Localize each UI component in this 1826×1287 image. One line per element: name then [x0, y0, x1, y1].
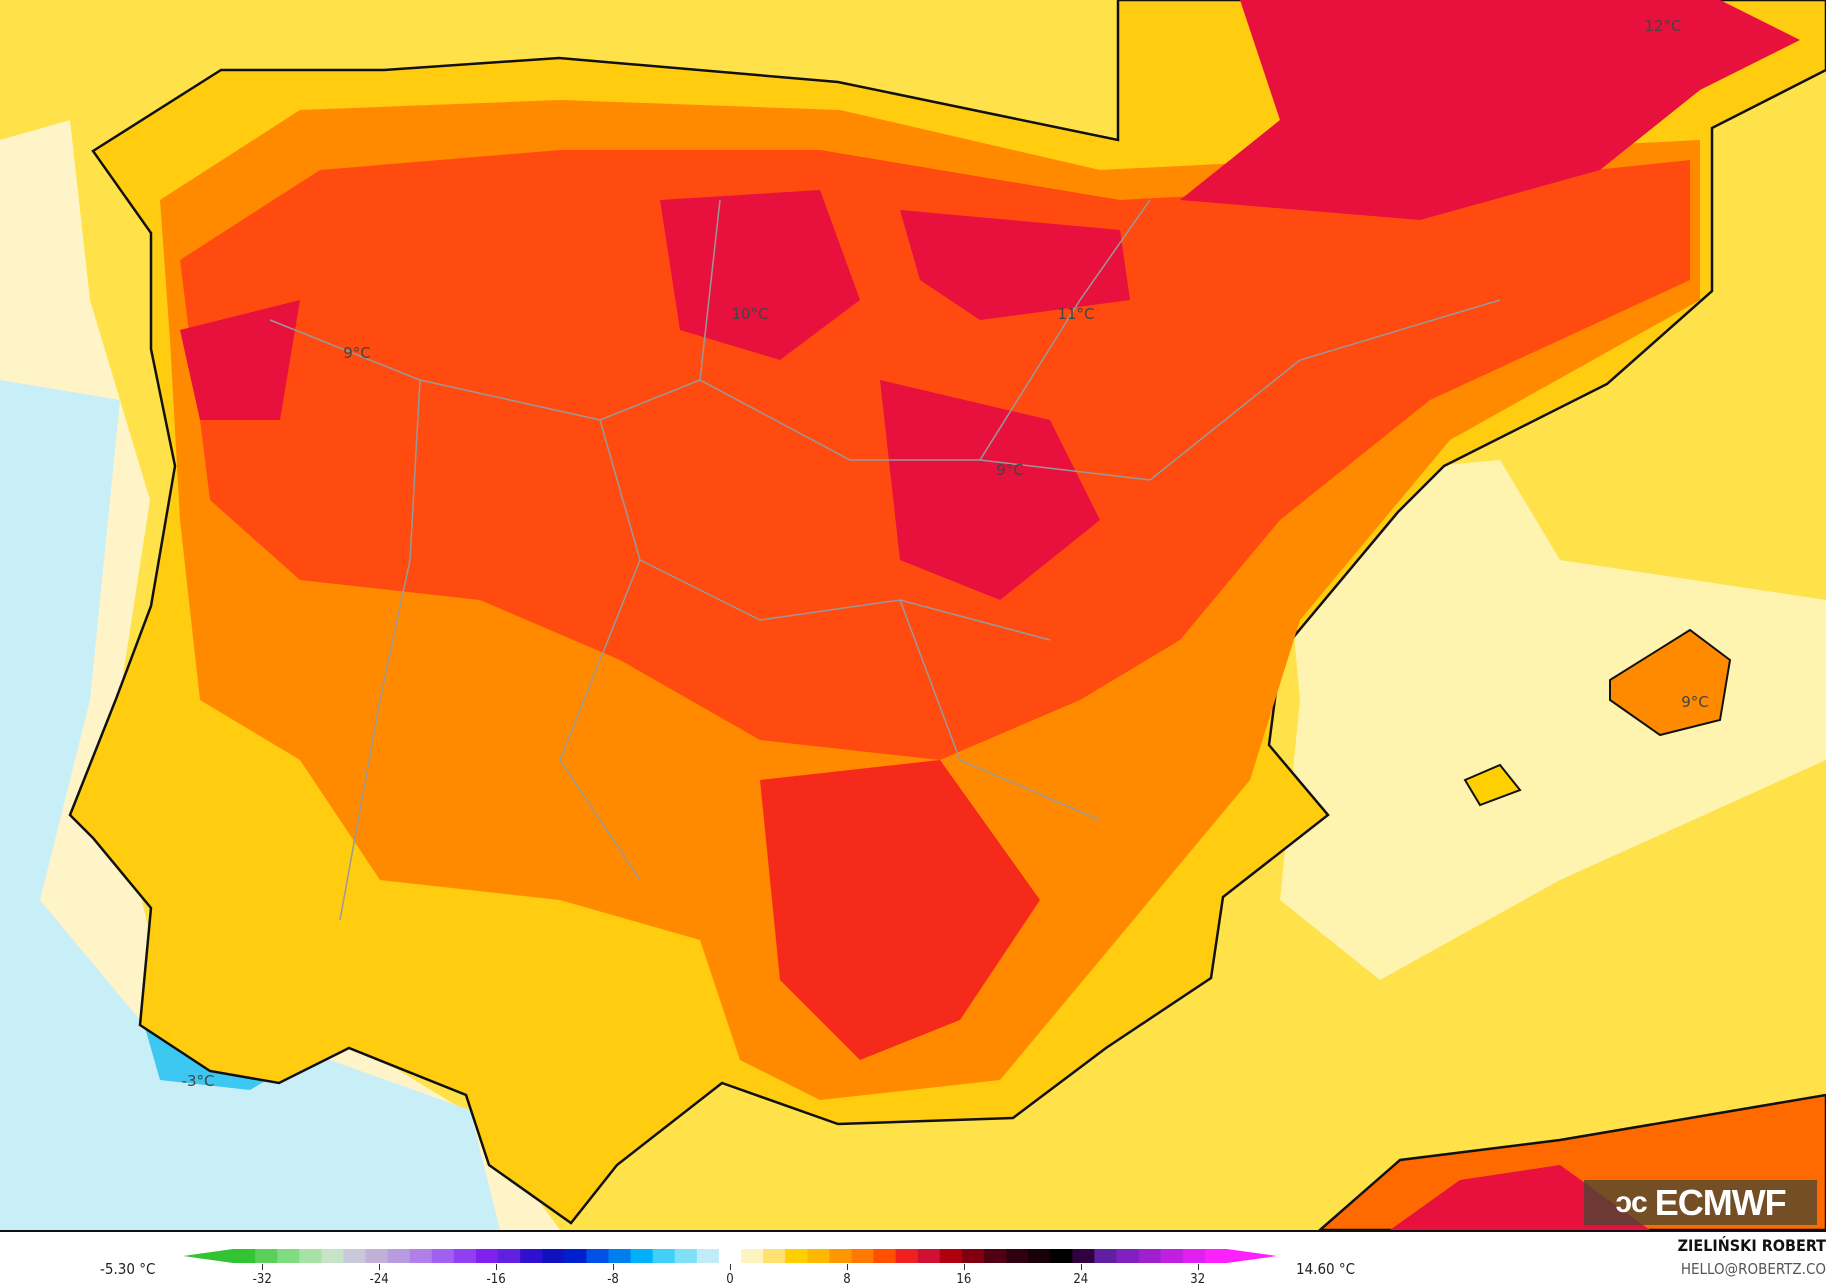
- colorbar-swatch: [807, 1249, 830, 1263]
- mediterranean-pale-area: [1280, 460, 1826, 980]
- colorbar-tick-label: 32: [1190, 1272, 1206, 1287]
- colorbar-swatch: [321, 1249, 344, 1263]
- colorbar-swatch: [1006, 1249, 1029, 1263]
- map-temp-label: 10°C: [731, 305, 769, 323]
- south-red-area: [760, 760, 1040, 1060]
- colorbar-tick: [730, 1264, 731, 1270]
- colorbar-swatch: [1072, 1249, 1095, 1263]
- colorbar-swatch: [741, 1249, 764, 1263]
- colorbar-swatch: [763, 1249, 786, 1263]
- ecmwf-logo: ↄc ECMWF: [1584, 1180, 1817, 1225]
- colorbar-swatch: [1028, 1249, 1051, 1263]
- colorbar-swatch: [409, 1249, 433, 1263]
- colorbar-swatch: [851, 1249, 875, 1263]
- colorbar-swatch: [453, 1249, 477, 1263]
- colorbar-swatch: [365, 1249, 389, 1263]
- colorbar-swatch: [431, 1249, 455, 1263]
- colorbar-swatch: [277, 1249, 300, 1263]
- author-credit: ZIELIŃSKI ROBERT: [1677, 1236, 1826, 1255]
- colorbar-min-arrow: [183, 1249, 233, 1263]
- colorbar-swatch: [255, 1249, 278, 1263]
- max-value-label: 14.60 °C: [1296, 1260, 1356, 1278]
- colorbar-swatch: [1050, 1249, 1073, 1263]
- colorbar-tick: [1197, 1264, 1199, 1270]
- colorbar-tick: [1080, 1264, 1082, 1270]
- colorbar-tick-label: -16: [486, 1272, 506, 1287]
- colorbar-swatch: [652, 1249, 676, 1263]
- colorbar-swatch: [873, 1249, 897, 1263]
- colorbar-tick-label: 8: [843, 1272, 851, 1287]
- atlantic-cold-area: [0, 380, 500, 1230]
- colorbar-swatch: [299, 1249, 322, 1263]
- map-temp-label: 9°C: [1681, 693, 1709, 711]
- colorbar-tick: [496, 1264, 498, 1270]
- colorbar-swatch: [895, 1249, 919, 1263]
- colorbar-tick-label: -32: [252, 1272, 272, 1287]
- ibiza: [1463, 763, 1522, 807]
- colorbar-swatch: [520, 1249, 543, 1263]
- map-temp-label: -3°C: [181, 1072, 215, 1090]
- colorbar: [183, 1249, 1277, 1263]
- atlantic-cool-area: [0, 120, 560, 1230]
- map-temp-label: 11°C: [1057, 305, 1095, 323]
- colorbar-tick: [613, 1264, 615, 1270]
- colorbar-swatch: [387, 1249, 411, 1263]
- colorbar-swatch: [961, 1249, 985, 1263]
- colorbar-swatch: [498, 1249, 521, 1263]
- logo-text: ECMWF: [1654, 1181, 1787, 1223]
- colorbar-swatch: [1094, 1249, 1118, 1263]
- map-temp-label: 9°C: [996, 461, 1024, 479]
- colorbar-tick: [963, 1264, 965, 1270]
- colorbar-swatch: [1204, 1249, 1228, 1263]
- north-crimson-area: [180, 0, 1800, 600]
- colorbar-swatch: [1138, 1249, 1162, 1263]
- province-borders: [269, 199, 1501, 921]
- colorbar-tick-label: -8: [607, 1272, 619, 1287]
- colorbar-tick-label: 16: [956, 1272, 972, 1287]
- colorbar-max-arrow: [1227, 1249, 1277, 1263]
- colorbar-tick-label: 0: [726, 1272, 734, 1287]
- colorbar-swatch: [674, 1249, 698, 1263]
- colorbar-swatch: [233, 1249, 256, 1263]
- map-temp-label: 9°C: [343, 344, 371, 362]
- colorbar-swatch: [1182, 1249, 1206, 1263]
- min-value-label: -5.30 °C: [100, 1260, 156, 1278]
- colorbar-swatch: [586, 1249, 610, 1263]
- ecmwf-emblem-icon: ↄc: [1615, 1185, 1647, 1219]
- colorbar-swatch: [343, 1249, 367, 1263]
- colorbar-tick: [846, 1264, 848, 1270]
- temperature-anomaly-map: [0, 0, 1826, 1232]
- colorbar-swatch: [829, 1249, 852, 1263]
- colorbar-swatch: [696, 1249, 720, 1263]
- colorbar-swatch: [939, 1249, 963, 1263]
- colorbar-tick: [379, 1264, 381, 1270]
- colorbar-swatch: [1116, 1249, 1140, 1263]
- colorbar-tick-label: 24: [1073, 1272, 1089, 1287]
- colorbar-swatch: [608, 1249, 632, 1263]
- mallorca: [1609, 628, 1732, 737]
- map-temp-label: 12°C: [1644, 17, 1682, 35]
- author-email: HELLO@ROBERTZ.CO: [1680, 1260, 1826, 1278]
- colorbar-swatch: [630, 1249, 654, 1263]
- colorbar-swatch: [785, 1249, 808, 1263]
- colorbar-swatch: [718, 1249, 742, 1263]
- colorbar-swatch: [1160, 1249, 1184, 1263]
- colorbar-swatch: [564, 1249, 587, 1263]
- colorbar-tick-label: -24: [369, 1272, 389, 1287]
- colorbar-swatch: [917, 1249, 941, 1263]
- colorbar-tick: [262, 1264, 264, 1270]
- colorbar-swatch: [984, 1249, 1007, 1263]
- colorbar-swatch: [475, 1249, 499, 1263]
- colorbar-swatch: [542, 1249, 565, 1263]
